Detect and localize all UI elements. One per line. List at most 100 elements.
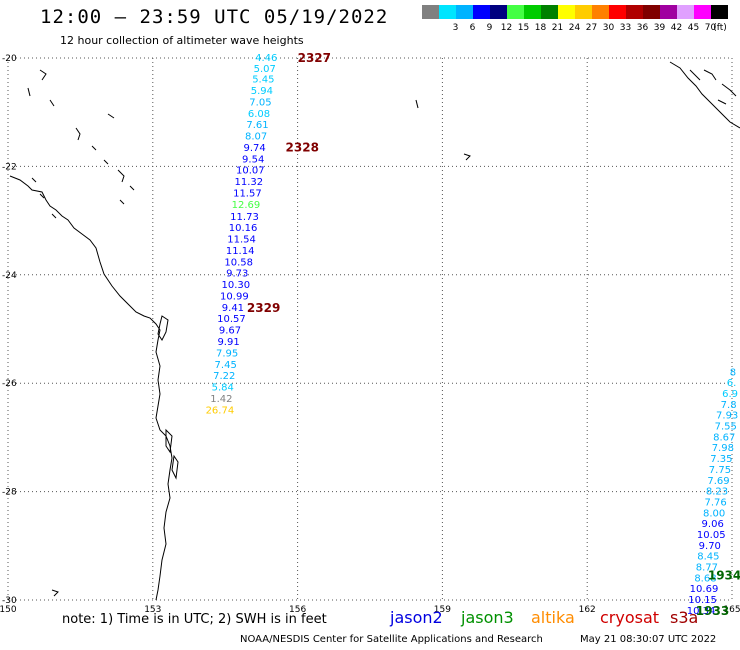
lat-tick-label: -20 (2, 54, 17, 64)
wave-height-value: 26.74 (206, 405, 235, 416)
scale-swatch (473, 5, 490, 19)
lon-tick-label: 162 (579, 605, 596, 615)
page-subtitle: 12 hour collection of altimeter wave hei… (60, 34, 304, 47)
scale-swatch (677, 5, 694, 19)
track-pass-2327-2329: 4.465.075.455.947.056.087.618.079.749.54… (206, 53, 278, 416)
wave-height-value: 6.9 (722, 389, 738, 400)
scale-label: 42 (670, 23, 683, 33)
wave-height-value: 10.16 (229, 223, 258, 234)
track-pass-1933-1934: 86.6.97.87.937.558.677.987.357.757.698.2… (687, 367, 739, 616)
australia-coastline (9, 175, 173, 601)
wave-height-value: 8.67 (713, 432, 735, 443)
scale-label: 9 (486, 23, 493, 33)
reef-fragment (107, 113, 115, 119)
scale-label: 18 (534, 23, 547, 33)
wave-height-value: 10.57 (217, 314, 246, 325)
wave-height-value: 11.57 (233, 189, 262, 200)
reef-fragment (49, 99, 55, 107)
wave-height-value: 7.75 (709, 465, 731, 476)
wave-height-value: 4.46 (255, 53, 277, 64)
reef-fragment (117, 169, 125, 183)
wave-height-value: 9.06 (702, 519, 724, 530)
cay (415, 99, 419, 109)
lat-tick-label: -28 (2, 488, 17, 498)
scale-label: 27 (585, 23, 598, 33)
wave-height-value: 7.35 (710, 454, 732, 465)
legend-jason2: jason2 (390, 608, 443, 627)
new-caledonia-island (721, 83, 737, 97)
wave-height-value: 9.74 (244, 143, 266, 154)
altimeter-tracks: 4.465.075.455.947.056.087.618.079.749.54… (206, 53, 739, 617)
reef-fragment (119, 199, 125, 205)
pass-number: 1933 (696, 604, 729, 618)
scale-swatch (592, 5, 609, 19)
pass-number: 2329 (247, 301, 280, 315)
wave-height-value: 7.93 (716, 411, 738, 422)
wave-height-value: 7.98 (712, 443, 734, 454)
reef-fragment (31, 177, 37, 183)
footer-note: note: 1) Time is in UTC; 2) SWH is in fe… (62, 612, 327, 627)
scale-swatch (422, 5, 439, 19)
wave-height-value: 11.54 (227, 235, 256, 246)
lat-lon-grid (7, 57, 733, 601)
wave-height-value: 11.32 (235, 177, 264, 188)
scale-label: 3 (452, 23, 459, 33)
scale-label: 15 (517, 23, 530, 33)
coastline (9, 61, 740, 601)
wave-height-value: 10.99 (220, 291, 249, 302)
wave-height-value: 10.30 (221, 280, 250, 291)
cay (51, 589, 59, 597)
scale-swatch (541, 5, 558, 19)
wave-height-value: 8.68 (694, 573, 716, 584)
reef-fragment (75, 127, 81, 141)
scale-swatch (694, 5, 711, 19)
timestamp: May 21 08:30:07 UTC 2022 (580, 634, 717, 645)
page-title: 12:00 – 23:59 UTC 05/19/2022 (40, 6, 389, 28)
lon-tick-label: 165 (723, 605, 740, 615)
wave-height-value: 9.73 (226, 269, 248, 280)
wave-height-value: 9.67 (219, 326, 241, 337)
wave-height-value: 10.69 (690, 584, 719, 595)
new-caledonia-coastline (669, 61, 740, 129)
lat-tick-label: -24 (2, 271, 17, 281)
wave-height-value: 10.58 (224, 257, 253, 268)
lat-tick-label: -26 (2, 379, 17, 389)
wave-height-value: 9.54 (242, 154, 264, 165)
pass-number: 2328 (286, 140, 319, 154)
wave-height-value: 7.45 (215, 360, 237, 371)
wave-height-value: 8.23 (706, 487, 728, 498)
scale-swatch (456, 5, 473, 19)
wave-height-value: 8 (730, 367, 736, 378)
scale-label: 6 (469, 23, 476, 33)
fraser-island (157, 315, 169, 341)
scale-label: 36 (636, 23, 649, 33)
scale-swatch (575, 5, 592, 19)
wave-height-value: 7.76 (704, 497, 726, 508)
wave-height-value: 5.84 (212, 383, 234, 394)
wave-height-value: 8.00 (703, 508, 725, 519)
scale-label: 39 (653, 23, 666, 33)
scale-swatch (643, 5, 660, 19)
scale-label: 70 (704, 23, 717, 33)
scale-swatch (439, 5, 456, 19)
cay (463, 153, 471, 161)
scale-unit: (ft) (713, 23, 727, 33)
scale-swatch (626, 5, 643, 19)
legend-cryosat: cryosat (600, 608, 660, 627)
reef-fragment (27, 87, 31, 97)
scale-label: 30 (602, 23, 615, 33)
wave-height-value: 8.77 (696, 562, 718, 573)
scale-swatch (660, 5, 677, 19)
scale-swatch (507, 5, 524, 19)
wave-height-value: 10.05 (697, 530, 726, 541)
scale-label: 45 (687, 23, 700, 33)
wave-height-value: 1.42 (210, 394, 232, 405)
scale-swatch (558, 5, 575, 19)
scale-swatch (711, 5, 728, 19)
pass-number: 1934 (708, 569, 740, 583)
new-caledonia-island (717, 99, 727, 105)
legend-jason3: jason3 (461, 608, 514, 627)
wave-height-value: 10.34 (687, 606, 716, 617)
scale-label: 12 (500, 23, 513, 33)
